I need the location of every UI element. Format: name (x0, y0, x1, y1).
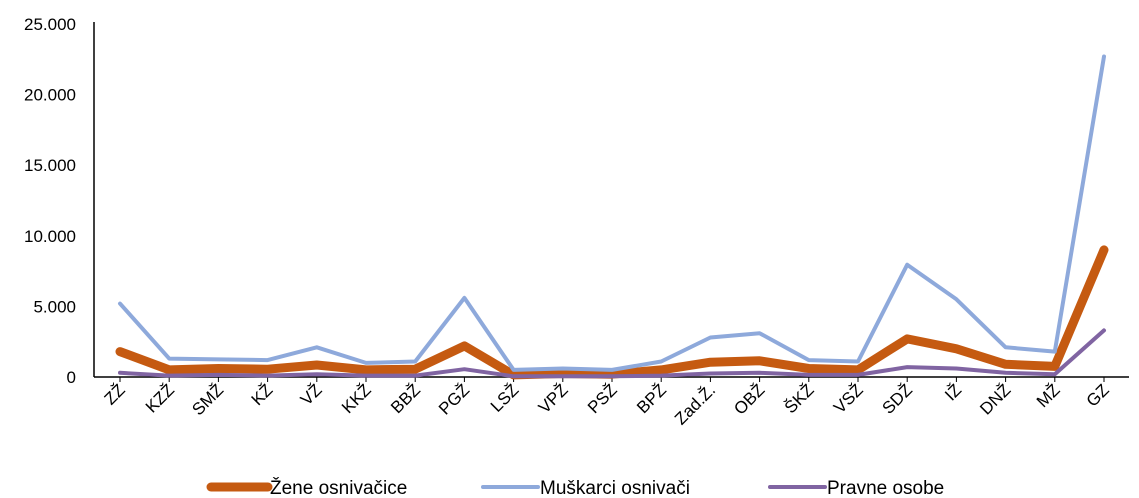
legend: Žene osnivačice Muškarci osnivači Pravne o… (206, 477, 944, 498)
x-tick-label: BBŽ (387, 380, 424, 417)
y-axis: 0 5.000 10.000 15.000 20.000 25.000 (24, 15, 95, 387)
x-tick-label: VPŽ (535, 380, 572, 417)
series-line-0 (115, 245, 1109, 380)
x-tick-label: DNŽ (976, 380, 1014, 418)
y-tick-label: 25.000 (24, 15, 76, 34)
x-tick-label: OBŽ (730, 380, 768, 418)
x-tick-label: PSŽ (584, 380, 621, 417)
y-tick-label: 0 (67, 368, 76, 387)
series-line-1 (118, 54, 1106, 372)
x-tick-label: VSŽ (830, 380, 867, 417)
x-tick-label: SMŽ (188, 380, 227, 419)
series-line-2 (118, 328, 1106, 379)
legend-label-0: Žene osnivačice (270, 477, 407, 498)
y-tick-label: 15.000 (24, 156, 76, 175)
x-tick-label: MŽ (1033, 380, 1064, 411)
legend-label-2: Pravne osobe (827, 478, 944, 498)
x-tick-label: LSŽ (487, 380, 522, 415)
x-tick-label: KŽ (248, 380, 277, 409)
y-tick-label: 5.000 (33, 297, 76, 316)
x-tick-label: IŽ (941, 380, 965, 404)
series-lines (115, 54, 1109, 380)
y-tick-label: 20.000 (24, 86, 76, 105)
x-tick-label: KKŽ (338, 380, 375, 417)
x-tick-label: Zad.Ž. (671, 380, 719, 428)
x-axis: ZŽ KZŽ SMŽ KŽ VŽ KKŽ BBŽ PGŽ LSŽ VPŽ PSŽ BPŽ Zad.Ž. O… (94, 376, 1129, 429)
x-tick-label: SDŽ (879, 380, 916, 417)
legend-label-1: Muškarci osnivači (540, 478, 690, 498)
x-tick-label: PGŽ (435, 380, 473, 418)
x-tick-label: VŽ (297, 380, 326, 409)
x-tick-label: BPŽ (633, 380, 670, 417)
x-tick-label: GZ (1083, 380, 1113, 410)
x-tick-label: ZŽ (101, 380, 129, 408)
y-tick-label: 10.000 (24, 227, 76, 246)
x-tick-label: ŠKŽ (781, 380, 818, 417)
x-tick-label: KZŽ (142, 380, 178, 416)
